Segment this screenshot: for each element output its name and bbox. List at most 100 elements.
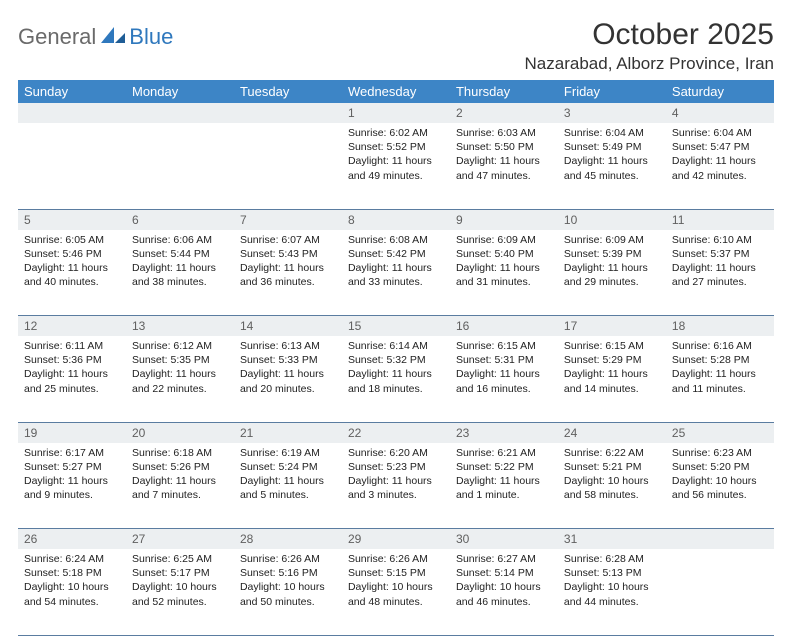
day-number: 10	[558, 209, 666, 230]
day-number: 20	[126, 422, 234, 443]
day-number: 14	[234, 316, 342, 337]
day-info-line: and 29 minutes.	[564, 275, 660, 289]
day-info-line: Daylight: 11 hours	[564, 154, 660, 168]
day-info-line: Sunrise: 6:05 AM	[24, 233, 120, 247]
day-number-row: 12131415161718	[18, 316, 774, 337]
day-info-line: and 50 minutes.	[240, 595, 336, 609]
day-number: 13	[126, 316, 234, 337]
day-info-line: Sunrise: 6:06 AM	[132, 233, 228, 247]
day-cell: Sunrise: 6:06 AMSunset: 5:44 PMDaylight:…	[126, 230, 234, 316]
day-info-line: Sunset: 5:32 PM	[348, 353, 444, 367]
day-info-line: Sunset: 5:24 PM	[240, 460, 336, 474]
day-info-line: Sunrise: 6:04 AM	[564, 126, 660, 140]
day-info-line: Sunset: 5:26 PM	[132, 460, 228, 474]
day-number: 8	[342, 209, 450, 230]
day-info-line: Daylight: 11 hours	[456, 367, 552, 381]
day-info-line: Daylight: 10 hours	[456, 580, 552, 594]
logo-sail-icon	[101, 25, 127, 50]
day-info-line: and 42 minutes.	[672, 169, 768, 183]
calendar-page: General Blue October 2025 Nazarabad, Alb…	[0, 0, 792, 636]
day-info-line: Sunrise: 6:19 AM	[240, 446, 336, 460]
day-number: 22	[342, 422, 450, 443]
day-number: 24	[558, 422, 666, 443]
day-info-line: Sunset: 5:42 PM	[348, 247, 444, 261]
day-cell	[18, 123, 126, 209]
day-info-line: Sunrise: 6:09 AM	[564, 233, 660, 247]
day-info-line: Sunrise: 6:26 AM	[348, 552, 444, 566]
day-cell: Sunrise: 6:27 AMSunset: 5:14 PMDaylight:…	[450, 549, 558, 635]
day-info-line: Sunset: 5:15 PM	[348, 566, 444, 580]
day-info-line: Sunrise: 6:07 AM	[240, 233, 336, 247]
weekday-header: Friday	[558, 80, 666, 103]
day-cell: Sunrise: 6:19 AMSunset: 5:24 PMDaylight:…	[234, 443, 342, 529]
day-number: 1	[342, 103, 450, 123]
day-number: 31	[558, 529, 666, 550]
day-cell: Sunrise: 6:24 AMSunset: 5:18 PMDaylight:…	[18, 549, 126, 635]
day-info-line: Sunrise: 6:25 AM	[132, 552, 228, 566]
day-number	[666, 529, 774, 550]
day-number: 7	[234, 209, 342, 230]
week-row: Sunrise: 6:17 AMSunset: 5:27 PMDaylight:…	[18, 443, 774, 529]
day-info-line: Daylight: 10 hours	[564, 580, 660, 594]
day-number: 12	[18, 316, 126, 337]
day-info-line: and 11 minutes.	[672, 382, 768, 396]
day-number: 29	[342, 529, 450, 550]
day-info-line: and 18 minutes.	[348, 382, 444, 396]
day-info-line: and 48 minutes.	[348, 595, 444, 609]
day-info-line: Daylight: 11 hours	[132, 261, 228, 275]
day-info-line: Sunrise: 6:04 AM	[672, 126, 768, 140]
day-info-line: Sunrise: 6:11 AM	[24, 339, 120, 353]
day-number: 9	[450, 209, 558, 230]
day-info-line: Sunset: 5:40 PM	[456, 247, 552, 261]
day-info-line: Sunset: 5:49 PM	[564, 140, 660, 154]
day-cell: Sunrise: 6:17 AMSunset: 5:27 PMDaylight:…	[18, 443, 126, 529]
day-number: 6	[126, 209, 234, 230]
day-info-line: Sunset: 5:21 PM	[564, 460, 660, 474]
day-cell: Sunrise: 6:18 AMSunset: 5:26 PMDaylight:…	[126, 443, 234, 529]
day-cell: Sunrise: 6:07 AMSunset: 5:43 PMDaylight:…	[234, 230, 342, 316]
day-info-line: and 52 minutes.	[132, 595, 228, 609]
day-number: 11	[666, 209, 774, 230]
day-info-line: and 47 minutes.	[456, 169, 552, 183]
day-info-line: Daylight: 11 hours	[672, 261, 768, 275]
day-info-line: and 9 minutes.	[24, 488, 120, 502]
day-info-line: and 22 minutes.	[132, 382, 228, 396]
day-info-line: Daylight: 11 hours	[564, 367, 660, 381]
day-info-line: Daylight: 10 hours	[24, 580, 120, 594]
weekday-header: Monday	[126, 80, 234, 103]
day-info-line: Sunrise: 6:15 AM	[456, 339, 552, 353]
day-number: 28	[234, 529, 342, 550]
day-info-line: Sunset: 5:52 PM	[348, 140, 444, 154]
weekday-header: Thursday	[450, 80, 558, 103]
day-info-line: and 1 minute.	[456, 488, 552, 502]
day-number-row: 567891011	[18, 209, 774, 230]
day-cell	[666, 549, 774, 635]
day-info-line: Sunrise: 6:16 AM	[672, 339, 768, 353]
day-cell: Sunrise: 6:09 AMSunset: 5:39 PMDaylight:…	[558, 230, 666, 316]
day-number: 25	[666, 422, 774, 443]
day-info-line: Sunset: 5:36 PM	[24, 353, 120, 367]
day-info-line: Sunrise: 6:03 AM	[456, 126, 552, 140]
day-info-line: Daylight: 11 hours	[456, 474, 552, 488]
week-row: Sunrise: 6:05 AMSunset: 5:46 PMDaylight:…	[18, 230, 774, 316]
day-info-line: Sunrise: 6:09 AM	[456, 233, 552, 247]
day-info-line: Sunset: 5:18 PM	[24, 566, 120, 580]
day-number: 27	[126, 529, 234, 550]
day-info-line: Daylight: 10 hours	[564, 474, 660, 488]
day-info-line: and 44 minutes.	[564, 595, 660, 609]
day-info-line: Sunrise: 6:20 AM	[348, 446, 444, 460]
day-info-line: Daylight: 11 hours	[132, 367, 228, 381]
day-info-line: Sunset: 5:37 PM	[672, 247, 768, 261]
day-info-line: Sunrise: 6:10 AM	[672, 233, 768, 247]
day-info-line: Sunrise: 6:27 AM	[456, 552, 552, 566]
day-info-line: Daylight: 11 hours	[456, 154, 552, 168]
day-cell: Sunrise: 6:14 AMSunset: 5:32 PMDaylight:…	[342, 336, 450, 422]
day-info-line: Daylight: 11 hours	[132, 474, 228, 488]
day-cell: Sunrise: 6:16 AMSunset: 5:28 PMDaylight:…	[666, 336, 774, 422]
day-info-line: Sunrise: 6:26 AM	[240, 552, 336, 566]
day-cell: Sunrise: 6:12 AMSunset: 5:35 PMDaylight:…	[126, 336, 234, 422]
day-number: 23	[450, 422, 558, 443]
day-cell	[126, 123, 234, 209]
day-number-row: 19202122232425	[18, 422, 774, 443]
day-cell: Sunrise: 6:08 AMSunset: 5:42 PMDaylight:…	[342, 230, 450, 316]
